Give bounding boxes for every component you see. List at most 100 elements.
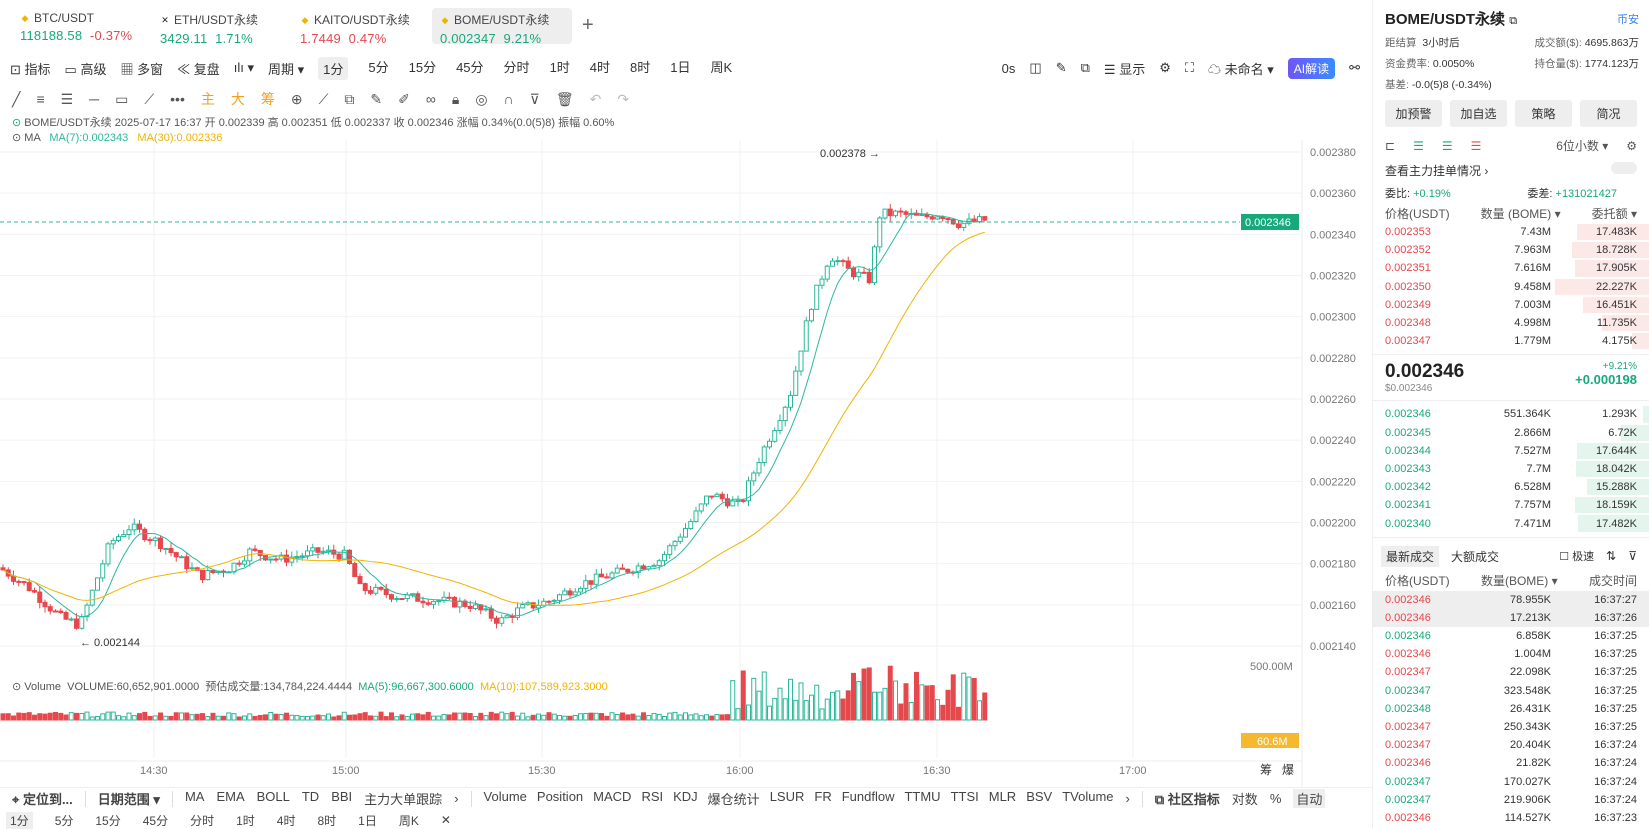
pen-icon[interactable]: ✎	[1055, 60, 1067, 75]
parallel-channel-icon[interactable]: ☰	[60, 90, 74, 107]
bottom-period-8[interactable]: 1日	[358, 813, 377, 828]
candlestick-chart[interactable]: 0.002380 0.002360 0.002340 0.002320 0.002300…	[0, 0, 1372, 787]
bottom-period-9[interactable]: 周K	[398, 813, 419, 828]
period-dropdown[interactable]: 周期 ▾	[267, 61, 305, 77]
bottom-period-1[interactable]: 5分	[54, 813, 74, 828]
filter-icon[interactable]: ⊽	[529, 90, 540, 107]
sub-indicator-5[interactable]: 爆仓统计	[707, 792, 760, 807]
brush-icon[interactable]: ✎	[370, 90, 383, 107]
side-button-2[interactable]: 策略	[1515, 100, 1572, 127]
tab-ethusdt[interactable]: ✕ ETH/USDT永续 3429.11 1.71%	[160, 13, 259, 46]
tab-kaitousdt[interactable]: ◆ KAITO/USDT永续 1.7449 0.47%	[300, 13, 410, 46]
bids-row[interactable]: 0.002342 6.528M 15.288K	[1373, 478, 1649, 496]
locate-button[interactable]: ⌖ 定位到...	[12, 792, 73, 807]
chart-type-icon[interactable]: ılı ▾	[233, 60, 254, 75]
horizontal-lines-icon[interactable]: ≡	[36, 91, 45, 107]
sort-icon[interactable]: ⇅	[1606, 549, 1617, 564]
settings-icon[interactable]: ⚙	[1159, 60, 1171, 75]
main-indicator-0[interactable]: MA	[184, 789, 205, 804]
trade-header-1[interactable]: 数量(BOME) ▾	[1480, 574, 1558, 589]
ai-interpret-button[interactable]: AI解读	[1287, 57, 1336, 79]
camera-icon[interactable]: ◫	[1029, 60, 1042, 75]
add-tab-icon[interactable]: +	[582, 14, 594, 36]
main-indicator-1[interactable]: EMA	[216, 789, 245, 804]
sub-indicator-6[interactable]: LSUR	[769, 789, 805, 804]
asks-row[interactable]: 0.002347 1.779M 4.175K	[1373, 332, 1649, 350]
book-settings-icon[interactable]: ⚙	[1626, 138, 1637, 153]
asks-row[interactable]: 0.002349 7.003M 16.451K	[1373, 296, 1649, 314]
main-indicator-4[interactable]: BBI	[331, 789, 353, 804]
replay-button[interactable]: ≪ 复盘	[177, 61, 220, 77]
both-book-icon[interactable]: ⊏	[1385, 138, 1396, 153]
trend-line-icon[interactable]: ╱	[12, 90, 21, 107]
side-button-0[interactable]: 加预警	[1385, 100, 1442, 127]
interval-5[interactable]: 1时	[549, 59, 570, 75]
big-order-button[interactable]: 大	[230, 91, 245, 107]
bids-row[interactable]: 0.002344 7.527M 17.644K	[1373, 442, 1649, 460]
main-indicator-3[interactable]: TD	[301, 789, 320, 804]
tab-btcusdt[interactable]: ◆ BTC/USDT 118188.58 -0.37%	[20, 11, 133, 43]
sub-indicator-9[interactable]: TTMU	[904, 789, 941, 804]
rectangle-icon[interactable]: ▭	[115, 90, 129, 107]
measure-icon[interactable]: ⟋	[318, 90, 329, 107]
main-indicator-2[interactable]: BOLL	[256, 789, 290, 804]
sub-indicator-10[interactable]: TTSI	[950, 789, 979, 804]
depth-icon[interactable]: ☰	[1470, 138, 1482, 153]
bottom-period-7[interactable]: 8时	[317, 813, 337, 828]
magnet2-icon[interactable]: ∩	[503, 91, 514, 107]
bids-row[interactable]: 0.002346 551.364K 1.293K	[1373, 405, 1649, 423]
fullscreen-icon[interactable]: ⛶	[1184, 60, 1194, 75]
asks-row[interactable]: 0.002350 9.458M 22.227K	[1373, 278, 1649, 296]
side-button-3[interactable]: 简况	[1580, 100, 1637, 127]
side-button-1[interactable]: 加自选	[1450, 100, 1507, 127]
tab-bomeusdt[interactable]: ◆ BOME/USDT永续 0.002347 9.21%	[432, 8, 572, 46]
fib-icon[interactable]: ⟋	[144, 90, 155, 107]
copy-icon[interactable]: ⧉	[344, 90, 355, 107]
auto-toggle[interactable]: 自动	[1293, 789, 1326, 808]
main-orders-toggle[interactable]	[1611, 162, 1637, 174]
sub-indicator-12[interactable]: BSV	[1026, 789, 1053, 804]
display-button[interactable]: ☰ 显示	[1103, 61, 1146, 77]
share-icon[interactable]: ⚯	[1349, 60, 1360, 75]
sub-indicator-0[interactable]: Volume	[483, 789, 527, 804]
interval-6[interactable]: 4时	[589, 59, 611, 75]
hide-icon[interactable]: ◎	[475, 90, 488, 107]
filter-icon[interactable]: ⊽	[1628, 549, 1637, 564]
asks-row[interactable]: 0.002353 7.43M 17.483K	[1373, 223, 1649, 241]
bids-row[interactable]: 0.002341 7.757M 18.159K	[1373, 496, 1649, 514]
bottom-period-6[interactable]: 4时	[276, 813, 296, 828]
sub-indicator-7[interactable]: FR	[814, 789, 832, 804]
indicators-button[interactable]: ⊡ 指标	[10, 61, 51, 77]
bottom-period-0[interactable]: 1分	[6, 811, 33, 829]
interval-3[interactable]: 45分	[456, 59, 484, 75]
close-icon[interactable]: ✕	[440, 813, 451, 827]
asks-row[interactable]: 0.002351 7.616M 17.905K	[1373, 259, 1649, 277]
book-header-2[interactable]: 委托额 ▾	[1591, 206, 1637, 221]
interval-8[interactable]: 1日	[670, 59, 691, 75]
latest-trades-tab[interactable]: 最新成交	[1381, 545, 1440, 567]
interval-2[interactable]: 15分	[408, 59, 437, 75]
redo-icon[interactable]: ↷	[617, 90, 630, 107]
trash-icon[interactable]: 🗑︎	[555, 90, 574, 107]
bottom-period-3[interactable]: 45分	[142, 813, 169, 828]
asks-row[interactable]: 0.002352 7.963M 18.728K	[1373, 241, 1649, 259]
asks-only-icon[interactable]: ☰	[1441, 138, 1453, 153]
more-sub-icon[interactable]: ›	[1125, 791, 1130, 806]
interval-0[interactable]: 1分	[318, 56, 349, 80]
sub-indicator-3[interactable]: RSI	[641, 789, 664, 804]
bids-row[interactable]: 0.002345 2.866M 6.72K	[1373, 424, 1649, 442]
interval-9[interactable]: 周K	[710, 59, 733, 75]
decimals-dropdown[interactable]: 6位小数 ▾	[1556, 139, 1609, 153]
sub-indicator-8[interactable]: Fundflow	[841, 789, 895, 804]
exchange-link[interactable]: 币安	[1617, 13, 1639, 26]
large-trades-tab[interactable]: 大额成交	[1451, 549, 1500, 564]
percent-toggle[interactable]: %	[1269, 791, 1282, 806]
asks-row[interactable]: 0.002348 4.998M 11.735K	[1373, 314, 1649, 332]
bids-only-icon[interactable]: ☰	[1413, 138, 1424, 153]
log-toggle[interactable]: 对数	[1231, 792, 1258, 807]
link-icon[interactable]: ∞	[425, 91, 436, 107]
main-force-button[interactable]: 主	[200, 91, 215, 107]
bottom-period-4[interactable]: 分时	[190, 813, 215, 828]
popout-icon[interactable]: ⧉	[1080, 60, 1090, 75]
magnet-icon[interactable]: ⊕	[290, 90, 303, 107]
